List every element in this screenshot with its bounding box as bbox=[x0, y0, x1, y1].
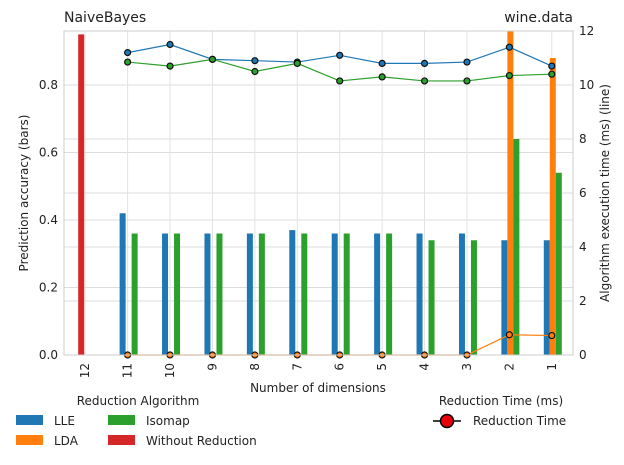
right-tick-label: 8 bbox=[579, 132, 587, 146]
point-isomap bbox=[463, 77, 471, 85]
bar-isomap bbox=[174, 233, 181, 355]
bar-lle bbox=[246, 233, 253, 355]
point-isomap bbox=[124, 58, 132, 66]
legend-marker bbox=[439, 413, 455, 429]
bar-lle bbox=[501, 240, 508, 355]
legend-swatch bbox=[108, 435, 135, 445]
right-tick-label: 6 bbox=[579, 186, 587, 200]
right-tick-label: 10 bbox=[579, 78, 594, 92]
bar-lle bbox=[289, 230, 296, 355]
bar-lle bbox=[458, 233, 465, 355]
bar-isomap bbox=[513, 139, 520, 355]
legend-swatch bbox=[108, 415, 135, 425]
point-lda bbox=[505, 331, 513, 339]
point-isomap bbox=[336, 77, 344, 85]
point-isomap bbox=[208, 55, 217, 63]
right-axis-label: Algorithm execution time (ms) (line) bbox=[598, 84, 612, 302]
plot-frame bbox=[63, 30, 574, 356]
bar-lle bbox=[374, 233, 381, 355]
point-lle bbox=[166, 40, 174, 49]
grid bbox=[64, 30, 573, 356]
bar-without-reduction bbox=[78, 34, 85, 355]
bar-lle bbox=[416, 233, 423, 355]
bar-isomap bbox=[258, 233, 265, 355]
chart-title-right: wine.data bbox=[504, 10, 573, 26]
bar-isomap bbox=[428, 240, 435, 355]
x-tick-label: 3 bbox=[460, 363, 474, 371]
point-lle bbox=[124, 48, 132, 57]
legend-swatch bbox=[16, 435, 43, 445]
x-tick-label: 7 bbox=[290, 363, 304, 371]
right-tick-label: 0 bbox=[579, 348, 587, 362]
point-lle bbox=[251, 57, 259, 65]
bar-lle bbox=[543, 240, 550, 355]
bar-lle bbox=[331, 233, 338, 355]
x-axis-ticks: 12 11 10 9 8 7 6 5 4 3 2 1 bbox=[78, 363, 559, 378]
point-isomap bbox=[378, 73, 386, 81]
bar-isomap bbox=[216, 233, 223, 355]
legend-left-title: Reduction Algorithm bbox=[77, 394, 200, 408]
legend-label: Without Reduction bbox=[146, 434, 257, 448]
x-tick-label: 11 bbox=[121, 363, 135, 378]
left-axis-label: Prediction accuracy (bars) bbox=[17, 115, 31, 272]
x-tick-label: 10 bbox=[163, 363, 177, 378]
bar-isomap bbox=[386, 233, 393, 355]
x-tick-label: 9 bbox=[205, 363, 219, 371]
x-axis-label: Number of dimensions bbox=[250, 381, 386, 395]
legend-swatch bbox=[16, 415, 43, 425]
bar-lda bbox=[507, 31, 514, 355]
right-tick-label: 4 bbox=[579, 240, 587, 254]
legend-right-title: Reduction Time (ms) bbox=[439, 394, 563, 408]
legend-reduction-algorithm: Reduction Algorithm LLE LDA Isomap Without … bbox=[16, 394, 257, 448]
bar-lle bbox=[119, 213, 126, 355]
legend-label: LDA bbox=[54, 434, 79, 448]
bar-isomap bbox=[343, 233, 350, 355]
bar-isomap bbox=[301, 233, 308, 355]
legend-right-label: Reduction Time bbox=[473, 414, 566, 428]
legend-reduction-time: Reduction Time (ms) Reduction Time bbox=[433, 394, 566, 429]
bar-lda bbox=[549, 58, 556, 355]
x-tick-label: 6 bbox=[333, 363, 347, 371]
point-lle bbox=[420, 59, 429, 68]
chart-title-left: NaiveBayes bbox=[64, 10, 146, 26]
point-lle bbox=[463, 58, 471, 66]
left-tick-label: 0.2 bbox=[39, 281, 58, 295]
bar-lle bbox=[162, 233, 169, 355]
point-lle bbox=[505, 43, 513, 51]
left-tick-label: 0.8 bbox=[39, 78, 58, 92]
x-tick-label: 2 bbox=[502, 363, 516, 371]
point-isomap bbox=[505, 71, 513, 80]
left-axis-ticks: 0.0 0.2 0.4 0.6 0.8 bbox=[39, 78, 58, 362]
point-isomap bbox=[420, 77, 429, 85]
x-tick-label: 5 bbox=[375, 363, 389, 371]
right-axis-ticks: 0 2 4 6 8 10 12 bbox=[579, 24, 594, 362]
legend-label: LLE bbox=[54, 414, 75, 428]
point-isomap bbox=[251, 67, 259, 76]
point-isomap bbox=[548, 70, 556, 78]
point-lle bbox=[336, 51, 344, 59]
right-tick-label: 2 bbox=[579, 294, 587, 308]
right-tick-label: 12 bbox=[579, 24, 594, 38]
x-tick-label: 1 bbox=[545, 363, 559, 371]
x-tick-label: 4 bbox=[418, 363, 432, 371]
bar-isomap bbox=[470, 240, 477, 355]
legend-label: Isomap bbox=[146, 414, 190, 428]
point-isomap bbox=[293, 59, 301, 68]
left-tick-label: 0.0 bbox=[39, 348, 58, 362]
point-isomap bbox=[166, 62, 174, 70]
x-tick-label: 8 bbox=[248, 363, 262, 371]
bar-isomap bbox=[131, 233, 138, 355]
bars bbox=[78, 31, 562, 355]
left-tick-label: 0.6 bbox=[39, 146, 58, 160]
x-tick-label: 12 bbox=[78, 363, 92, 378]
left-tick-label: 0.4 bbox=[39, 213, 58, 227]
bar-isomap bbox=[555, 172, 562, 355]
point-lle bbox=[548, 62, 556, 70]
point-lle bbox=[378, 59, 386, 68]
point-lda bbox=[548, 331, 556, 340]
bar-lle bbox=[204, 233, 211, 355]
